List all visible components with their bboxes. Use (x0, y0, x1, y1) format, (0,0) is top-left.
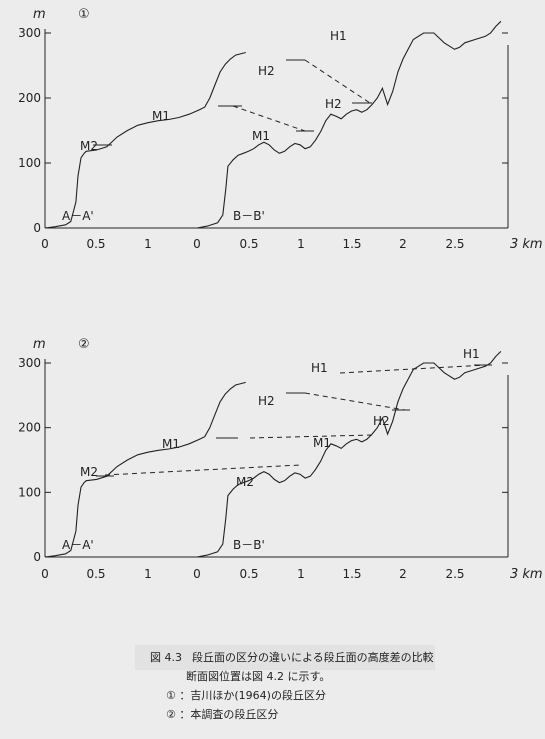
y-tick-label: 200 (18, 421, 41, 435)
legend-text-1: ：吉川ほか(1964)の段丘区分 (179, 689, 326, 702)
y-tick-label: 0 (33, 550, 41, 564)
x-tick-label: 1 (144, 237, 152, 251)
correlation-line (304, 59, 371, 104)
x-tick-label: 0.5 (239, 567, 258, 581)
profile-a-label: A－A' (62, 538, 94, 552)
correlation-line (104, 464, 301, 476)
y-tick-label: 100 (18, 485, 41, 499)
terrace-label-h1: H1 (463, 347, 480, 361)
profile-a-label: A－A' (62, 209, 94, 223)
x-unit-label: 3 km (510, 567, 543, 582)
x-tick-label: 0 (41, 237, 49, 251)
caption-legend-2: ② ：本調査の段丘区分 (150, 705, 434, 724)
caption-legend-1: ① ：吉川ほか(1964)の段丘区分 (150, 686, 434, 705)
legend-text-2: ：本調査の段丘区分 (179, 708, 279, 721)
y-tick-label: 300 (18, 26, 41, 40)
profile-b-label: B－B' (233, 209, 265, 223)
terrace-label-h1: H1 (330, 29, 347, 43)
terrace-label-m2: M2 (80, 139, 98, 153)
y-unit-label: m (33, 7, 46, 22)
x-tick-label: 0.5 (239, 237, 258, 251)
x-tick-label: 1 (297, 567, 305, 581)
profile-b-line (196, 20, 502, 229)
caption-line-2: 断面図位置は図 4.2 に示す。 (186, 670, 331, 683)
terrace-label-m1: M1 (252, 129, 270, 143)
correlation-line (249, 434, 373, 439)
x-tick-label: 2.5 (445, 567, 464, 581)
x-tick-label: 1.5 (342, 567, 361, 581)
correlation-line (339, 364, 487, 374)
terrace-label-h2: H2 (258, 394, 275, 408)
y-tick-label: 300 (18, 356, 41, 370)
terrace-label-h2: H2 (373, 414, 390, 428)
profile-a-line (44, 381, 246, 558)
terrace-label-h1: H1 (311, 361, 328, 375)
panel-label: ② (78, 337, 90, 352)
figure-number: 図 4.3 (150, 651, 182, 664)
panel-label: ① (78, 7, 90, 22)
y-tick-label: 100 (18, 156, 41, 170)
y-unit-label: m (33, 337, 46, 352)
profile-b-line (196, 351, 502, 558)
figure-caption: 図 4.3 段丘面の区分の違いによる段丘面の高度差の比較 断面図位置は図 4.2 … (150, 648, 434, 724)
correlation-line (304, 392, 406, 411)
x-tick-label: 0.5 (86, 567, 105, 581)
x-tick-label: 1 (297, 237, 305, 251)
terrace-label-m1: M1 (162, 437, 180, 451)
terrace-label-m1: M1 (313, 436, 331, 450)
profile-a-line (44, 51, 246, 229)
terrace-label-m2: M2 (80, 465, 98, 479)
x-tick-label: 2.5 (445, 237, 464, 251)
x-tick-label: 1.5 (342, 237, 361, 251)
caption-box (135, 645, 435, 670)
x-tick-label: 0 (193, 567, 201, 581)
x-unit-label: 3 km (510, 237, 543, 252)
caption-title: 段丘面の区分の違いによる段丘面の高度差の比較 (192, 651, 434, 664)
x-tick-label: 2 (399, 237, 407, 251)
legend-mark-1: ① (166, 689, 176, 702)
terrace-label-m1: M1 (152, 109, 170, 123)
profile-b-label: B－B' (233, 538, 265, 552)
caption-line-1: 図 4.3 段丘面の区分の違いによる段丘面の高度差の比較 (150, 648, 434, 667)
x-tick-label: 1 (144, 567, 152, 581)
legend-mark-2: ② (166, 708, 176, 721)
correlation-line (232, 105, 306, 132)
x-tick-label: 0 (193, 237, 201, 251)
terrace-label-h2: H2 (258, 64, 275, 78)
x-tick-label: 0.5 (86, 237, 105, 251)
y-tick-label: 200 (18, 91, 41, 105)
terrace-label-m2: M2 (236, 475, 254, 489)
x-tick-label: 0 (41, 567, 49, 581)
terrace-label-h2: H2 (325, 97, 342, 111)
y-tick-label: 0 (33, 221, 41, 235)
x-tick-label: 2 (399, 567, 407, 581)
